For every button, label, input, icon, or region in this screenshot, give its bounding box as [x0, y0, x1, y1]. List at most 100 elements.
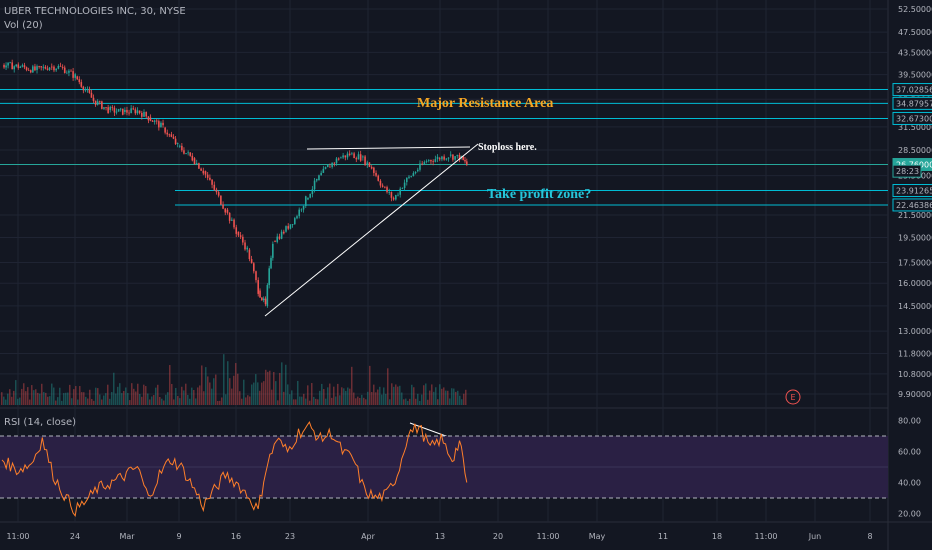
candle-body	[96, 101, 99, 105]
volume-bar	[183, 390, 185, 405]
symbol-title[interactable]: UBER TECHNOLOGIES INC, 30, NYSE	[4, 6, 186, 17]
volume-bar	[69, 384, 71, 405]
volume-bar	[189, 398, 191, 405]
resistance-trendline[interactable]	[306, 146, 471, 150]
volume-bar	[395, 384, 397, 405]
candle-body	[61, 67, 64, 68]
volume-bar	[433, 391, 435, 405]
volume-bar	[333, 386, 335, 405]
candle-body	[72, 71, 74, 78]
candle-body	[84, 89, 87, 91]
stoploss-annotation[interactable]: Stoploss here.	[478, 142, 537, 153]
volume-bar	[281, 362, 283, 405]
volume-indicator-label[interactable]: Vol (20)	[4, 20, 43, 31]
volume-bar	[205, 367, 207, 405]
candle-body	[309, 194, 311, 198]
candle-body	[346, 153, 349, 158]
candle-body	[7, 62, 9, 66]
candle-body	[15, 64, 18, 67]
take-profit-annotation[interactable]: Take profit zone?	[487, 187, 592, 202]
candle-body	[66, 72, 68, 74]
candle-body	[217, 192, 220, 196]
volume-bar	[227, 361, 229, 405]
candle-body	[296, 216, 298, 219]
volume-bar	[337, 383, 339, 405]
candle-body	[68, 70, 70, 73]
candle-body	[311, 189, 314, 195]
candle-body	[408, 176, 410, 178]
candle-body	[264, 298, 267, 305]
volume-bar	[387, 368, 389, 405]
candle-body	[257, 280, 259, 294]
candle-body	[189, 152, 192, 156]
candle-body	[198, 163, 200, 169]
volume-bar	[167, 392, 169, 405]
time-tick-label: 8	[867, 532, 872, 541]
candle-body	[344, 155, 347, 158]
price-tick-label: 28.50000	[898, 146, 932, 155]
volume-bar	[199, 385, 201, 405]
candle-body	[274, 241, 276, 242]
volume-bar	[27, 387, 29, 405]
volume-bar	[17, 398, 19, 405]
volume-bar	[127, 393, 129, 405]
volume-bar	[243, 379, 245, 405]
volume-bar	[215, 374, 217, 405]
candle-body	[48, 67, 51, 70]
candle-body	[337, 158, 340, 160]
candle-body	[259, 290, 261, 298]
volume-bar	[223, 354, 225, 405]
earnings-marker-circle	[785, 389, 801, 405]
candle-body	[158, 121, 160, 128]
volume-bar	[161, 398, 163, 405]
price-tick-label: 43.50000	[898, 48, 932, 57]
candle-body	[410, 176, 412, 177]
candle-body	[375, 172, 377, 176]
candle-body	[55, 68, 57, 71]
candle-body	[153, 120, 156, 122]
volume-bar	[291, 390, 293, 405]
candle-body	[318, 175, 320, 181]
candle-body	[351, 153, 353, 155]
volume-bar	[413, 387, 415, 405]
time-tick-label: 16	[231, 532, 241, 541]
volume-bar	[277, 400, 279, 405]
ascending-trendline[interactable]	[264, 143, 479, 317]
candle-body	[111, 106, 114, 108]
volume-bar	[323, 389, 325, 405]
candle-body	[427, 160, 430, 161]
volume-bar	[423, 385, 425, 405]
candle-body	[50, 66, 53, 68]
volume-bar	[461, 399, 463, 405]
volume-bar	[253, 382, 255, 405]
volume-bar	[439, 384, 441, 405]
price-tick-label: 52.50000	[898, 5, 932, 14]
volume-bar	[221, 397, 223, 405]
candle-body	[231, 219, 233, 221]
volume-bar	[237, 373, 239, 405]
candle-body	[237, 231, 240, 236]
candle-body	[464, 159, 466, 162]
candle-body	[373, 167, 375, 173]
candle-body	[74, 74, 76, 78]
candle-body	[105, 107, 107, 108]
candle-body	[21, 65, 24, 67]
candle-body	[370, 166, 373, 169]
volume-bar	[419, 400, 421, 405]
volume-bar	[259, 390, 261, 405]
candle-body	[195, 163, 198, 165]
candle-body	[209, 177, 211, 180]
candle-body	[63, 67, 66, 74]
candle-body	[204, 171, 207, 175]
candle-body	[333, 162, 336, 164]
resistance-annotation[interactable]: Major Resistance Area	[417, 96, 554, 111]
volume-bar	[47, 396, 49, 405]
candle-body	[340, 157, 342, 159]
volume-bar	[1, 392, 3, 405]
volume-bar	[43, 392, 45, 405]
candle-body	[136, 110, 139, 114]
volume-bar	[383, 387, 385, 405]
rsi-indicator-label[interactable]: RSI (14, close)	[4, 417, 77, 428]
candle-body	[342, 155, 344, 158]
